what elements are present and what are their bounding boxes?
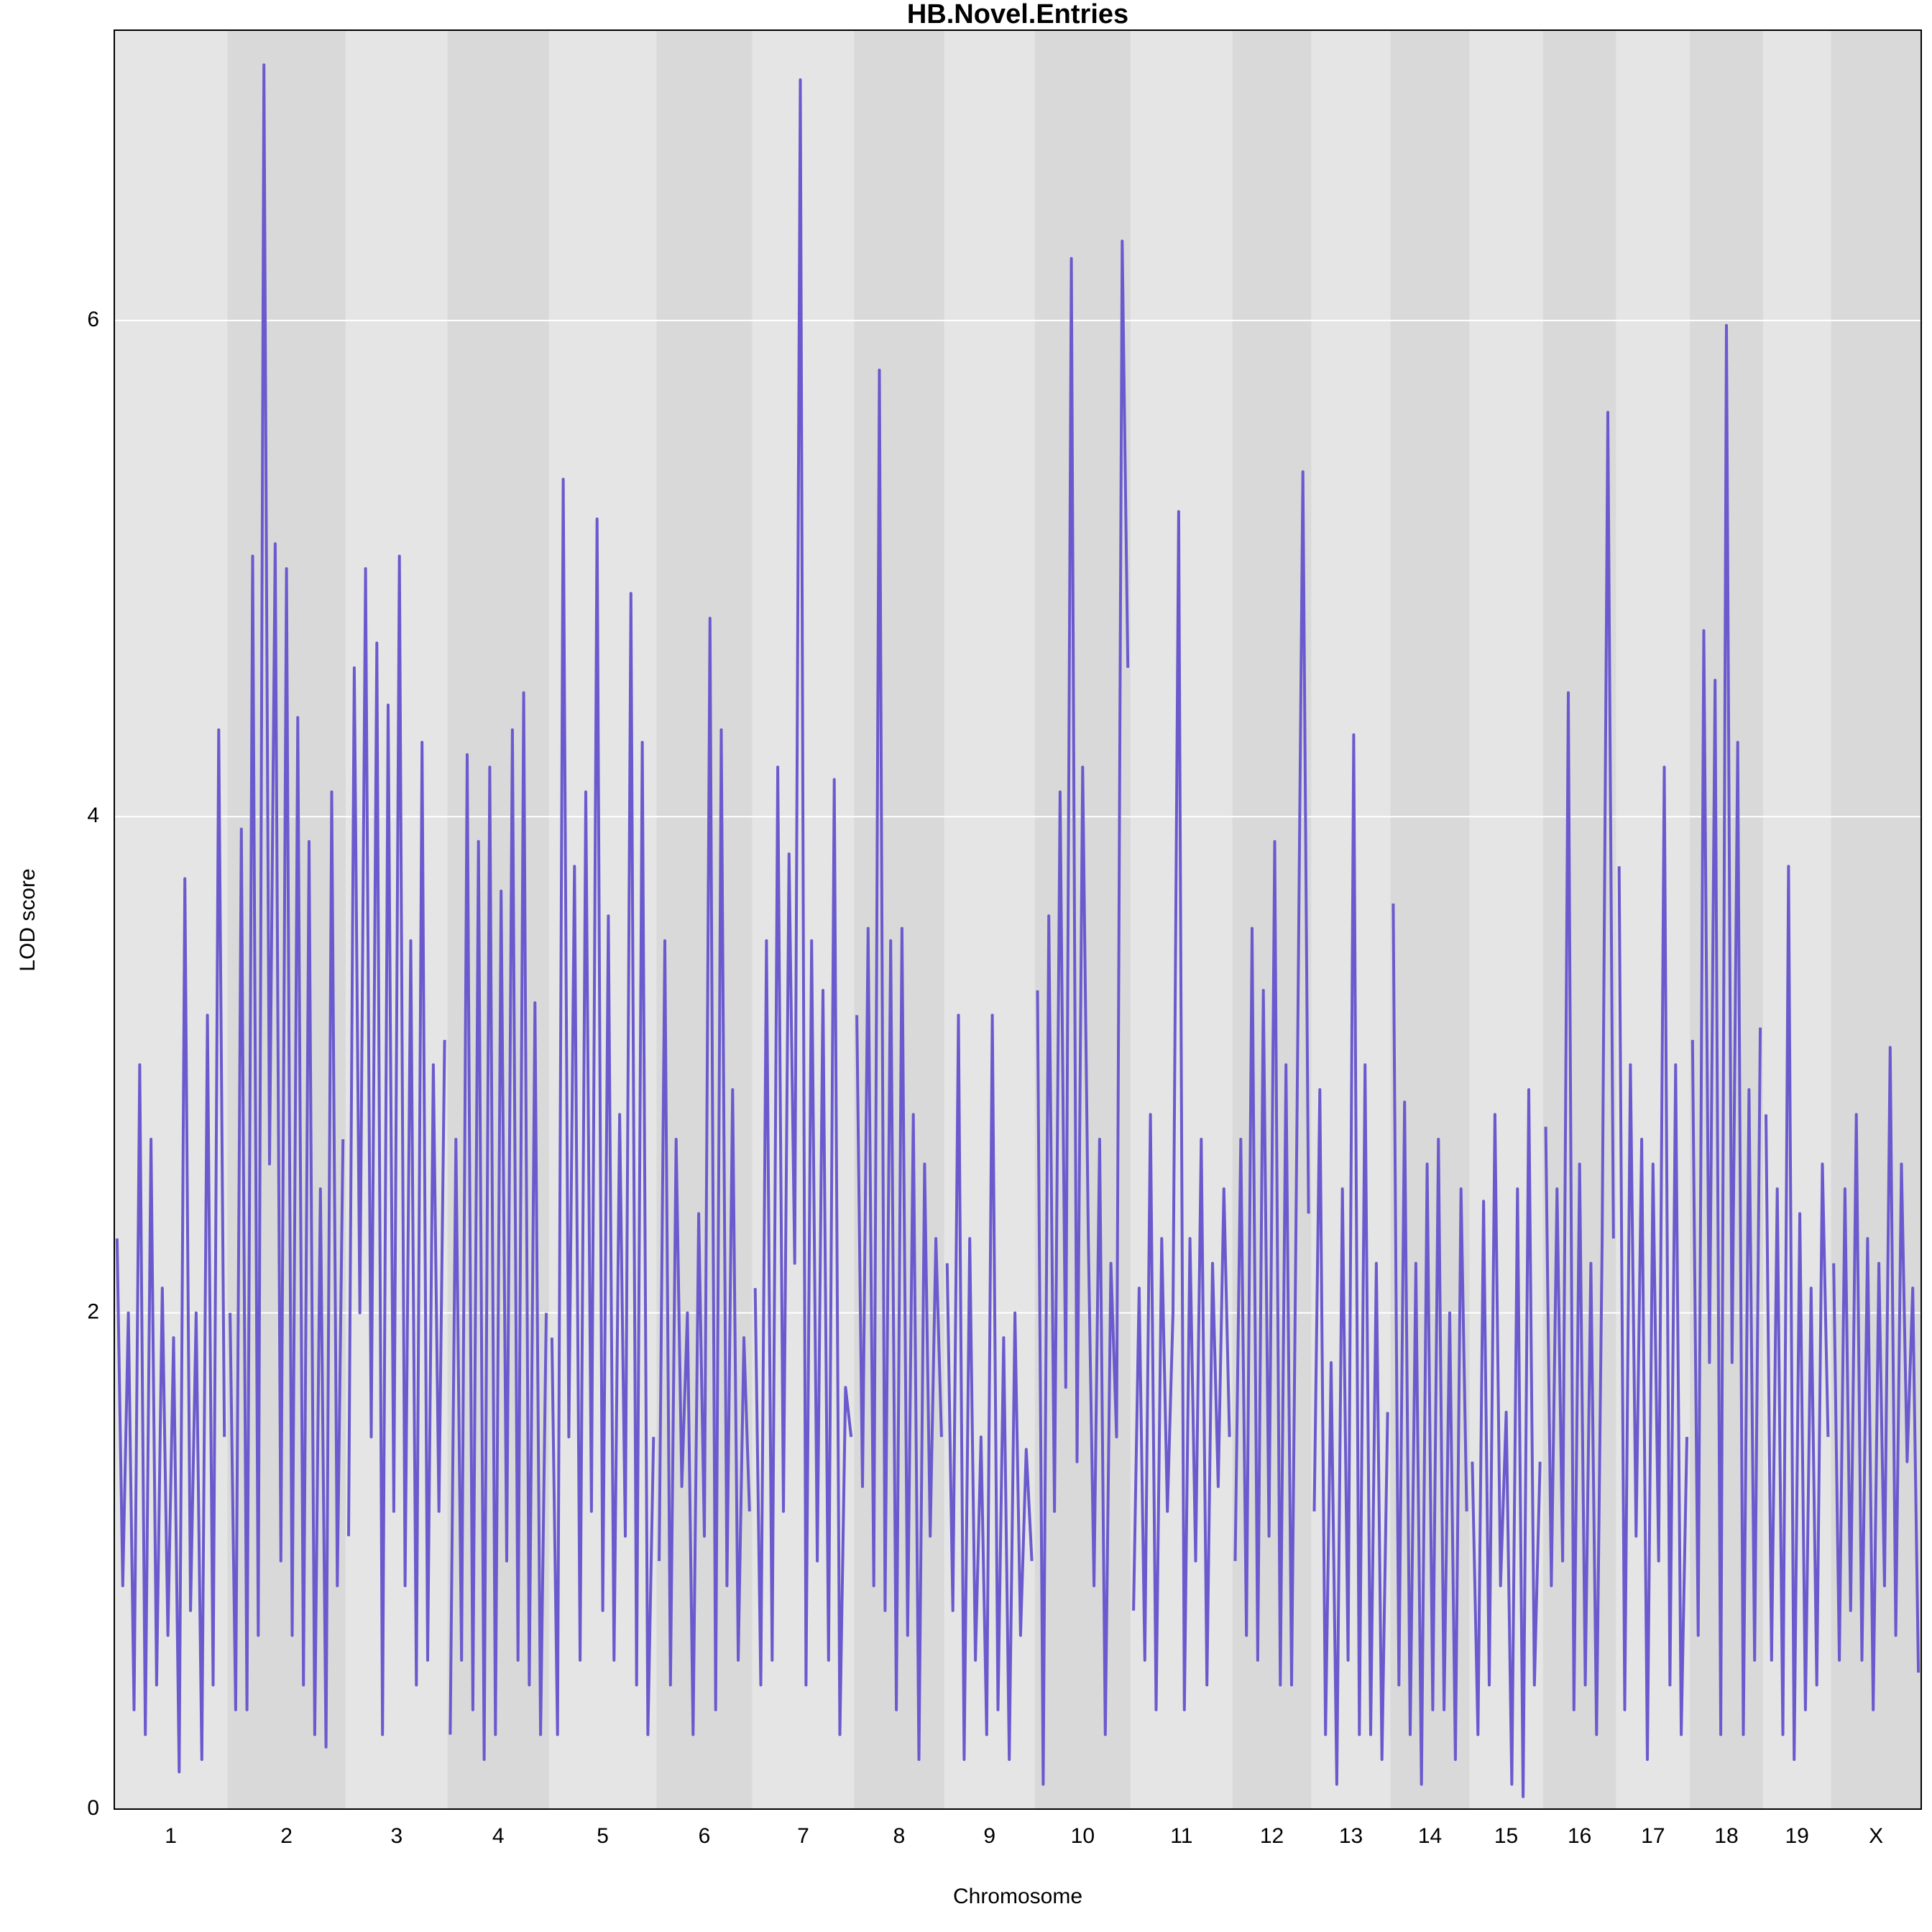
lod-line <box>1132 510 1231 1711</box>
x-tick-label: 7 <box>797 1824 809 1848</box>
x-tick-label: 10 <box>1071 1824 1095 1848</box>
x-tick-label: 1 <box>165 1824 177 1848</box>
chart-title: HB.Novel.Entries <box>907 0 1128 29</box>
x-tick-label: 18 <box>1714 1824 1738 1848</box>
y-tick-label: 6 <box>87 308 99 331</box>
lod-line <box>347 554 446 1736</box>
x-tick-label: 12 <box>1260 1824 1284 1848</box>
y-tick-label: 4 <box>87 804 99 827</box>
y-tick-label: 0 <box>87 1796 99 1820</box>
x-tick-label: 4 <box>492 1824 505 1848</box>
lod-line <box>1471 1088 1542 1798</box>
plot-border <box>114 29 1922 1810</box>
x-tick-label: 19 <box>1785 1824 1808 1848</box>
lod-line <box>1312 733 1389 1786</box>
lod-line <box>855 368 943 1761</box>
x-tick-label: 3 <box>390 1824 402 1848</box>
x-tick-label: 16 <box>1568 1824 1591 1848</box>
x-axis-label: Chromosome <box>953 1885 1082 1908</box>
x-tick-label: 15 <box>1494 1824 1518 1848</box>
x-tick-label: 5 <box>597 1824 609 1848</box>
lod-line <box>1392 903 1468 1786</box>
lod-line <box>115 728 226 1774</box>
chromosome-band <box>1616 30 1690 1809</box>
x-tick-label: X <box>1869 1824 1883 1848</box>
y-tick-label: 2 <box>87 1300 99 1324</box>
x-tick-label: 14 <box>1418 1824 1442 1848</box>
lod-line <box>1617 765 1688 1761</box>
lod-line <box>1832 1046 1920 1711</box>
lod-line <box>753 78 853 1736</box>
lod-line <box>1233 470 1310 1687</box>
lod-line <box>550 477 656 1736</box>
x-tick-label: 11 <box>1170 1824 1192 1848</box>
lod-line <box>1036 239 1130 1786</box>
x-tick-label: 17 <box>1641 1824 1665 1848</box>
lod-line <box>1544 410 1615 1736</box>
x-tick-label: 6 <box>699 1824 711 1848</box>
x-tick-label: 13 <box>1339 1824 1363 1848</box>
y-axis-label: LOD score <box>16 868 40 971</box>
x-tick-label: 2 <box>280 1824 293 1848</box>
lod-line <box>1765 865 1830 1761</box>
lod-line <box>1690 323 1762 1736</box>
x-tick-label: 8 <box>893 1824 906 1848</box>
lod-line <box>945 1013 1034 1761</box>
lod-line <box>229 63 345 1749</box>
lod-line <box>448 691 548 1761</box>
x-tick-label: 9 <box>983 1824 995 1848</box>
lod-line <box>658 617 751 1736</box>
chromosome-band <box>854 30 944 1809</box>
